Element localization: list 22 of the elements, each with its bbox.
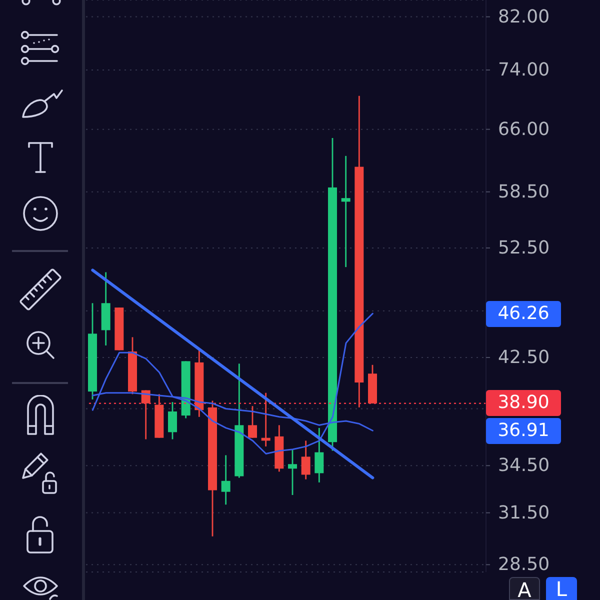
y-tick-label: 74.00 [498, 60, 550, 81]
y-tick-label: 34.50 [498, 455, 550, 476]
ref-line-label: 38.90 [486, 390, 561, 416]
y-tick-label: 82.00 [498, 6, 550, 28]
y-tick-label: 52.50 [498, 237, 550, 258]
button: L [546, 577, 577, 600]
candlestick [288, 448, 297, 496]
button: A [509, 577, 540, 600]
y-tick-label: 42.50 [498, 347, 550, 368]
text: 46.26 [486, 300, 561, 327]
candlestick [301, 440, 310, 480]
candlestick [341, 155, 350, 268]
candlestick [168, 401, 177, 440]
candlestick [221, 454, 230, 506]
y-tick-label: 66.00 [498, 118, 550, 140]
candlestick [248, 405, 257, 439]
text: 36.91 [486, 418, 561, 444]
y-tick-label: 28.50 [498, 554, 550, 576]
y-tick-label: 58.50 [498, 181, 550, 202]
y-tick-label: 31.50 [498, 502, 550, 524]
candlestick [314, 427, 324, 484]
line-series [92, 312, 374, 454]
